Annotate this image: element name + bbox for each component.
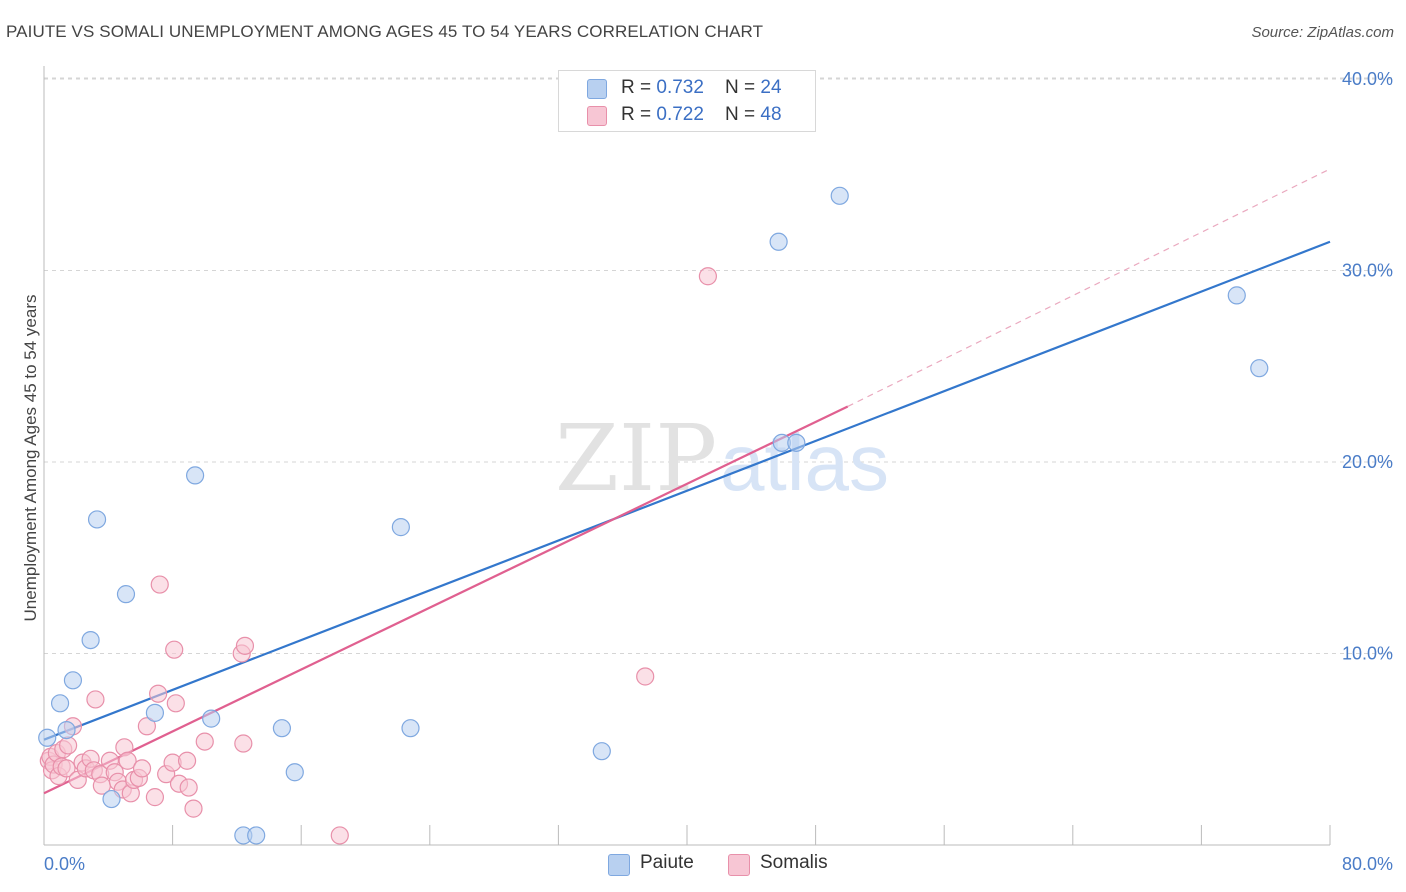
data-point-paiute (63, 671, 83, 690)
data-point-paiute (391, 518, 410, 537)
data-point-somalis (184, 799, 203, 818)
chart-title: PAIUTE VS SOMALI UNEMPLOYMENT AMONG AGES… (6, 22, 764, 41)
chart-source: Source: ZipAtlas.com (1251, 24, 1394, 41)
trend-lines (43, 168, 1331, 795)
legend-label-paiute: Paiute (640, 852, 694, 873)
data-point-somalis (149, 684, 168, 703)
series-legend: Paiute Somalis (0, 852, 1406, 876)
gridlines (44, 77, 1392, 654)
trend-line-somalis (43, 405, 849, 795)
data-point-paiute (87, 510, 107, 529)
data-point-paiute (50, 694, 70, 713)
data-point-paiute (145, 703, 165, 722)
data-point-somalis (177, 751, 197, 770)
data-point-somalis (132, 759, 152, 778)
data-point-paiute (247, 826, 266, 845)
watermark-atlas: atlas (720, 418, 889, 507)
tick-labels: 10.0% 20.0% 30.0% 40.0% 0.0% 80.0% (44, 69, 1393, 874)
legend-swatch-paiute-bottom (608, 854, 630, 876)
data-point-somalis (165, 640, 184, 659)
trend-line-paiute (43, 240, 1331, 741)
x-tick-label: 80.0% (1342, 854, 1393, 874)
data-point-paiute (272, 719, 292, 738)
trend-extension-somalis (847, 168, 1331, 408)
data-point-somalis (195, 732, 214, 751)
data-point-paiute (830, 186, 849, 205)
data-point-paiute (186, 466, 205, 485)
y-tick-label: 40.0% (1342, 69, 1393, 89)
y-tick-label: 10.0% (1342, 644, 1393, 664)
data-point-somalis (57, 759, 76, 778)
y-tick-label: 20.0% (1342, 452, 1393, 472)
data-point-paiute (787, 433, 806, 452)
y-axis-label: Unemployment Among Ages 45 to 54 years (21, 295, 40, 622)
data-point-paiute (285, 763, 304, 782)
data-point-somalis (166, 694, 185, 713)
data-point-somalis (150, 575, 169, 594)
legend-stats-paiute: R = 0.732 N = 24 (621, 77, 782, 98)
data-point-paiute (116, 585, 136, 604)
legend-swatch-somalis-bottom (728, 854, 750, 876)
axes (43, 66, 1331, 846)
data-point-somalis (698, 267, 717, 286)
data-point-paiute (1227, 286, 1246, 305)
data-point-somalis (235, 636, 255, 655)
stats-legend: R = 0.732 N = 24 R = 0.722 N = 48 (558, 70, 816, 132)
data-point-paiute (769, 232, 788, 251)
data-point-somalis (145, 788, 165, 807)
data-point-somalis (118, 751, 137, 770)
data-point-paiute (1250, 359, 1269, 378)
legend-swatch-paiute (587, 79, 607, 99)
y-tick-label: 30.0% (1342, 261, 1393, 281)
data-point-paiute (592, 742, 611, 761)
data-point-paiute (202, 709, 221, 728)
data-point-somalis (636, 667, 655, 686)
legend-label-somalis: Somalis (760, 852, 828, 873)
data-point-paiute (81, 630, 100, 650)
data-point-paiute (401, 719, 420, 738)
legend-swatch-somalis (587, 106, 607, 126)
data-point-somalis (179, 778, 198, 797)
data-point-somalis (86, 690, 105, 709)
data-point-paiute (38, 728, 57, 747)
data-point-somalis (59, 736, 78, 755)
data-points (38, 186, 1269, 845)
legend-stats-somalis: R = 0.722 N = 48 (621, 104, 782, 125)
data-point-somalis (330, 826, 349, 845)
watermark-zip: ZIP (555, 405, 717, 512)
x-tick-label: 0.0% (44, 854, 85, 874)
data-point-somalis (137, 717, 156, 736)
data-point-paiute (57, 720, 76, 740)
data-point-somalis (234, 734, 253, 753)
data-point-paiute (102, 789, 121, 809)
